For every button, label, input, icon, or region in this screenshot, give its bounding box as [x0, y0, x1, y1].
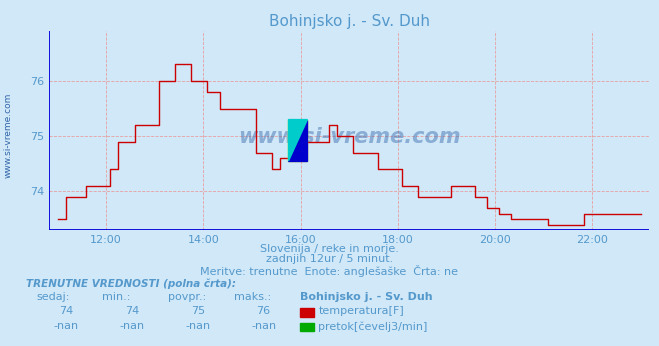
Text: -nan: -nan	[119, 321, 144, 331]
Bar	[289, 120, 307, 161]
Text: 76: 76	[256, 306, 271, 316]
Text: sedaj:: sedaj:	[36, 292, 70, 302]
Text: 74: 74	[59, 306, 73, 316]
Text: www.si-vreme.com: www.si-vreme.com	[3, 92, 13, 177]
Text: www.si-vreme.com: www.si-vreme.com	[238, 127, 461, 147]
Text: Meritve: trenutne  Enote: anglešaške  Črta: ne: Meritve: trenutne Enote: anglešaške Črta…	[200, 265, 459, 277]
Text: -nan: -nan	[53, 321, 78, 331]
Text: 75: 75	[190, 306, 205, 316]
Title: Bohinjsko j. - Sv. Duh: Bohinjsko j. - Sv. Duh	[269, 13, 430, 29]
Text: -nan: -nan	[251, 321, 276, 331]
Text: min.:: min.:	[102, 292, 130, 302]
Polygon shape	[289, 120, 307, 161]
Text: temperatura[F]: temperatura[F]	[318, 306, 404, 316]
Text: pretok[čevelj3/min]: pretok[čevelj3/min]	[318, 321, 428, 331]
Polygon shape	[289, 120, 307, 161]
Text: Slovenija / reke in morje.: Slovenija / reke in morje.	[260, 244, 399, 254]
Text: TRENUTNE VREDNOSTI (polna črta):: TRENUTNE VREDNOSTI (polna črta):	[26, 279, 237, 289]
Text: maks.:: maks.:	[234, 292, 272, 302]
Text: -nan: -nan	[185, 321, 210, 331]
Text: 74: 74	[125, 306, 139, 316]
Text: povpr.:: povpr.:	[168, 292, 206, 302]
Text: Bohinjsko j. - Sv. Duh: Bohinjsko j. - Sv. Duh	[300, 292, 432, 302]
Text: zadnjih 12ur / 5 minut.: zadnjih 12ur / 5 minut.	[266, 254, 393, 264]
